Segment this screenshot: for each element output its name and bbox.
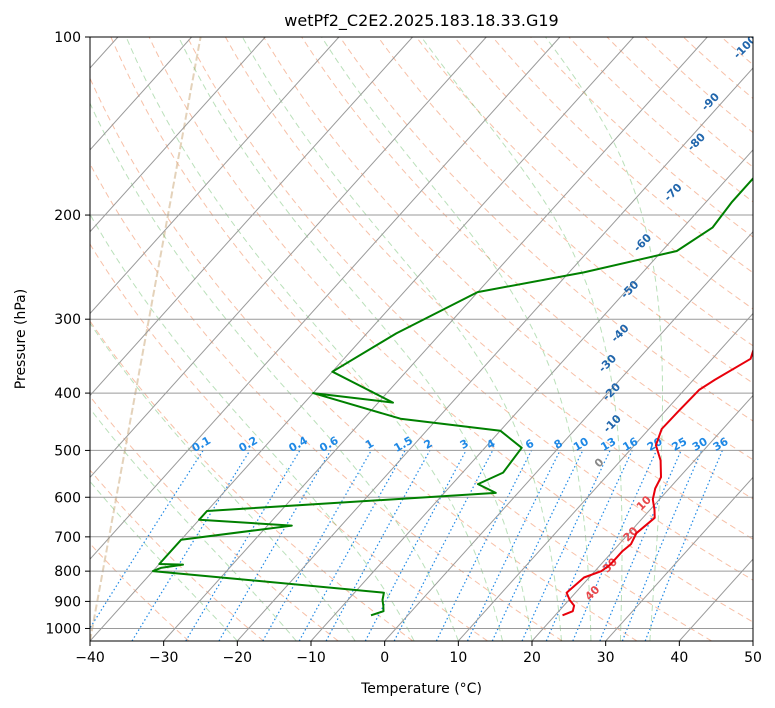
mixing-ratio-line	[90, 450, 204, 630]
mixing-ratio-line	[185, 450, 301, 641]
dry-adiabat-line	[377, 37, 753, 384]
y-tick-label: 300	[54, 312, 81, 328]
moist-adiabat-line	[90, 407, 297, 641]
mixing-ratio-line	[572, 450, 658, 641]
x-tick-label: −40	[75, 650, 105, 666]
isotherm-line	[90, 37, 192, 151]
axis-ticks: −40 −30 −20 −10 0 10 20 30 40 50 1000 900 800 700 600 5…	[45, 30, 762, 666]
y-tick-label: 500	[54, 443, 81, 459]
y-tick-label: 700	[54, 530, 81, 546]
x-tick-label: −10	[296, 650, 326, 666]
mixing-ratio-line	[298, 450, 406, 641]
y-tick-label: 900	[54, 594, 81, 610]
moist-adiabat-line	[90, 480, 238, 641]
moist-adiabat-line	[241, 37, 562, 641]
dry-adiabat-line	[263, 37, 753, 500]
isotherm-line	[384, 231, 753, 641]
isotherm-line	[310, 149, 753, 641]
mixing-ratio-line	[521, 450, 611, 641]
isotherm-line	[605, 476, 753, 641]
x-tick-label: 0	[380, 650, 389, 666]
x-tick-label: 50	[744, 650, 762, 666]
isotherm-line	[457, 312, 753, 641]
dry-adiabat-line	[90, 162, 563, 641]
temperature-profile-line	[562, 347, 753, 617]
isotherm-line	[163, 37, 708, 641]
moist-adiabat-line	[321, 37, 592, 641]
y-axis-label: Pressure (hPa)	[13, 289, 29, 389]
y-tick-label: 1000	[45, 621, 81, 637]
mixing-ratio-line	[131, 450, 251, 641]
mixing-ratio-line	[466, 450, 561, 641]
dry-adiabat-line	[224, 37, 753, 540]
x-tick-label: −30	[149, 650, 179, 666]
x-tick-label: 40	[670, 650, 688, 666]
isotherm-line	[90, 37, 487, 479]
y-tick-label: 200	[54, 208, 81, 224]
x-axis-label: Temperature (°C)	[360, 681, 482, 697]
chart-title: wetPf2_C2E2.2025.183.18.33.G19	[284, 11, 558, 31]
moist-adiabat-line	[125, 37, 503, 641]
mixing-ratio-line	[262, 450, 372, 641]
dry-adiabat-line	[90, 395, 339, 641]
isotherm-line	[90, 37, 340, 315]
isotherm-line	[90, 37, 413, 397]
dry-adiabat-line	[415, 37, 753, 347]
reference-curve-line	[90, 37, 202, 641]
y-tick-label: 800	[54, 564, 81, 580]
dry-adiabat-line	[110, 37, 712, 641]
x-tick-label: 10	[449, 650, 467, 666]
moist-adiabat-line	[545, 37, 663, 641]
mixing-ratio-line	[545, 450, 633, 641]
background-lines	[90, 37, 753, 641]
dry-adiabat-line	[492, 37, 753, 274]
mixing-ratio-line	[599, 450, 682, 641]
isotherm-line	[531, 394, 753, 641]
isotherm-line	[90, 37, 561, 560]
mixing-ratio-line	[218, 450, 332, 641]
moist-adiabat-line	[90, 102, 459, 641]
dry-adiabat-line	[90, 320, 414, 641]
dry-adiabat-line	[90, 243, 488, 641]
y-tick-label: 400	[54, 386, 81, 402]
dewpoint-profile-line	[151, 177, 753, 617]
x-tick-label: 20	[523, 650, 541, 666]
dry-adiabat-line	[339, 37, 753, 422]
isotherm-line	[236, 67, 753, 641]
isotherm-line	[90, 37, 266, 233]
y-tick-label: 100	[54, 30, 81, 46]
dry-adiabat-line	[90, 77, 638, 641]
dry-adiabat-line	[186, 37, 753, 581]
profile-lines	[151, 177, 753, 617]
moist-adiabat-line	[178, 37, 533, 641]
moist-adiabat-line	[90, 322, 356, 641]
x-tick-label: 30	[597, 650, 615, 666]
plot-frame	[89, 36, 754, 642]
y-tick-label: 600	[54, 490, 81, 506]
x-tick-label: −20	[223, 650, 253, 666]
moist-adiabat-line	[420, 37, 623, 641]
mixing-ratio-line	[435, 450, 533, 641]
dry-adiabat-line	[148, 37, 753, 623]
mixing-ratio-line	[325, 450, 431, 641]
dry-adiabat-line	[453, 37, 753, 310]
mixing-ratio-line	[491, 450, 584, 641]
dry-adiabat-line	[606, 37, 753, 168]
